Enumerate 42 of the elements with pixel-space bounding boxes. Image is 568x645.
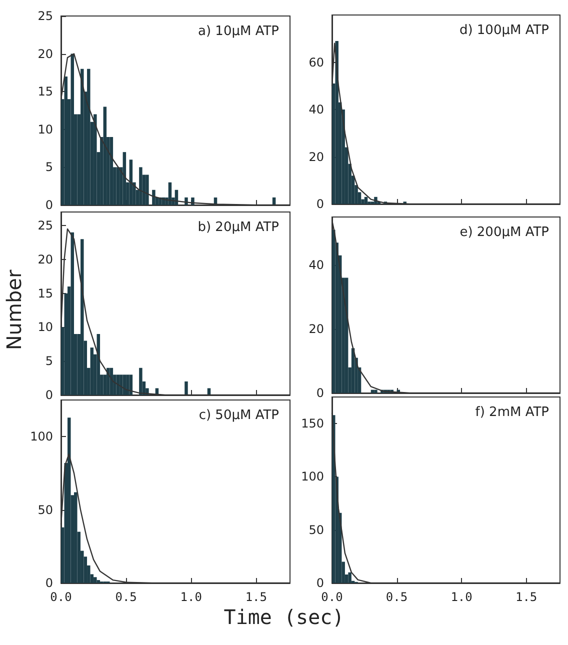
y-tick-label: 0: [316, 576, 324, 590]
y-tick-label: 50: [308, 522, 324, 537]
y-tick-label: 25: [38, 9, 53, 23]
y-tick-label: 0: [316, 386, 324, 400]
text: a) 10μM ATP: [198, 24, 280, 39]
y-tick-label: 150: [301, 416, 324, 431]
y-tick-label: 5: [45, 354, 53, 368]
x-tick-label: 1.0: [180, 590, 202, 604]
y-tick-label: 100: [301, 470, 324, 484]
text: d) 100μM ATP: [459, 23, 550, 38]
text: c) 50μM ATP: [198, 408, 280, 423]
y-tick-label: 10: [38, 320, 53, 334]
y-tick-label: 20: [308, 150, 324, 164]
y-tick-label: 15: [38, 286, 53, 300]
y-tick-label: 60: [308, 55, 324, 70]
y-tick-label: 0: [316, 197, 324, 211]
text: b) 20μM ATP: [198, 220, 280, 235]
y-tick-label: 40: [308, 102, 324, 116]
x-axis-title: Time (sec): [222, 605, 346, 629]
x-tick-label: 1.5: [515, 590, 538, 604]
y-tick-label: 0: [45, 388, 53, 402]
text: e) 200μM ATP: [460, 225, 550, 240]
y-tick-label: 5: [45, 160, 53, 174]
y-tick-label: 15: [38, 84, 53, 99]
x-tick-label: 0.5: [386, 590, 408, 604]
y-tick-label: 20: [38, 46, 53, 61]
y-tick-label: 100: [30, 430, 53, 444]
y-tick-label: 25: [38, 218, 53, 233]
y-tick-label: 0: [45, 198, 53, 212]
y-tick-label: 20: [38, 252, 53, 266]
x-tick-label: 0.5: [115, 590, 137, 604]
y-axis-title: Number: [2, 270, 26, 350]
x-tick-label: 0.0: [321, 590, 343, 604]
y-tick-label: 20: [308, 322, 324, 336]
text: f) 2mM ATP: [475, 405, 550, 420]
x-tick-label: 1.0: [450, 590, 472, 604]
y-tick-label: 40: [308, 258, 324, 272]
y-tick-label: 50: [38, 502, 53, 517]
y-tick-label: 10: [38, 122, 53, 136]
x-tick-label: 1.5: [245, 590, 268, 604]
x-tick-label: 0.0: [50, 590, 72, 604]
y-tick-label: 0: [45, 576, 53, 590]
